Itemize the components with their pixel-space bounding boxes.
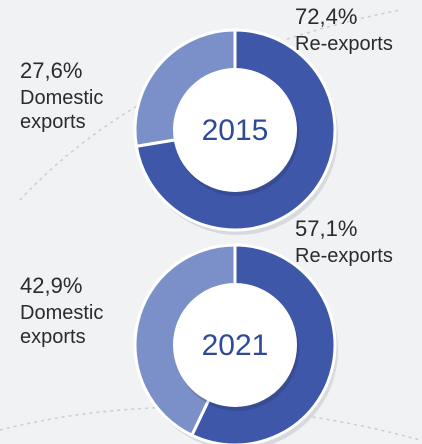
value-label: 42,9%	[20, 273, 83, 298]
category-label: Re-exports	[295, 245, 393, 267]
center	[173, 68, 297, 192]
category-label: Domestic exports	[20, 302, 104, 348]
decor-curve	[0, 406, 421, 441]
category-label: Domestic exports	[20, 87, 104, 133]
value-label: 57,1%	[295, 216, 358, 241]
center	[173, 283, 297, 407]
value-label: 72,4%	[295, 4, 358, 29]
year: 2015	[202, 114, 269, 147]
decor-curve	[19, 9, 401, 201]
year: 2021	[202, 329, 269, 362]
value-label: 27,6%	[20, 58, 83, 83]
category-label: Re-exports	[295, 33, 393, 55]
